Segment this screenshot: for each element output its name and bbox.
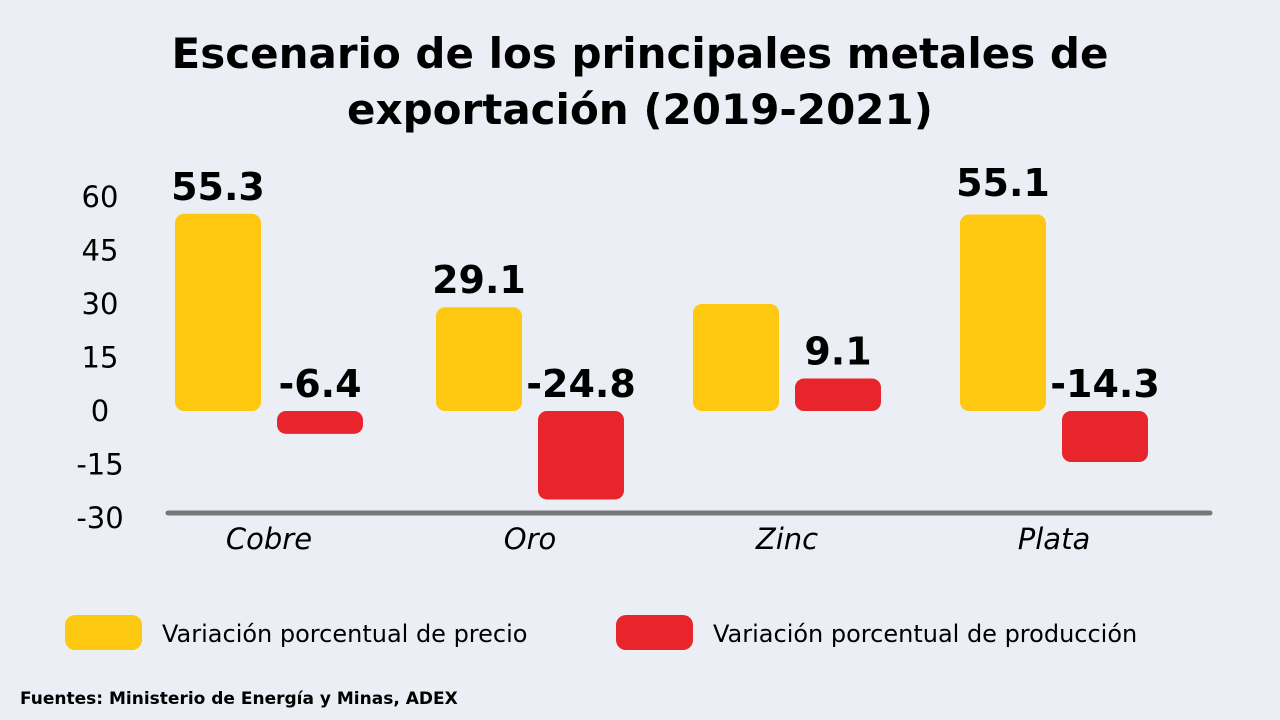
legend-swatch-price [65,615,142,650]
chart-title-line-2: exportación (2019-2021) [347,85,933,134]
price-bar-cobre [175,213,261,411]
y-tick-label: 60 [82,180,119,214]
price-label-plata: 55.1 [956,161,1050,205]
chart-title: Escenario de los principales metales de … [172,29,1109,134]
production-bar-oro [538,411,624,500]
y-tick-label: 0 [91,394,109,428]
legend-label-price: Variación porcentual de precio [162,620,527,648]
y-axis: 60 45 30 15 0 -15 -30 [76,180,123,535]
category-label-plata: Plata [1018,522,1090,556]
category-label-zinc: Zinc [755,522,818,556]
production-bar-zinc [795,378,881,411]
y-tick-label: 15 [82,341,119,375]
production-label-cobre: -6.4 [278,362,361,406]
price-label-oro: 29.1 [432,258,526,302]
y-tick-label: 45 [82,234,119,268]
y-tick-label: -30 [76,501,123,535]
chart-title-line-1: Escenario de los principales metales de [172,29,1109,78]
legend: Variación porcentual de precio Variación … [65,615,1137,650]
source-note: Fuentes: Ministerio de Energía y Minas, … [20,689,458,709]
bars [175,213,1148,500]
legend-label-production: Variación porcentual de producción [713,620,1137,648]
category-label-oro: Oro [504,522,557,556]
data-labels: 55.3 29.1 55.1 -6.4 -24.8 9.1 -14.3 [171,161,1160,406]
x-axis: Cobre Oro Zinc Plata [226,522,1090,556]
production-label-zinc: 9.1 [804,330,871,374]
production-bar-cobre [277,411,363,434]
production-label-plata: -14.3 [1050,362,1160,406]
y-tick-label: 30 [82,287,119,321]
legend-swatch-production [616,615,693,650]
price-bar-plata [960,214,1046,411]
category-label-cobre: Cobre [226,522,312,556]
price-bar-oro [436,307,522,411]
y-tick-label: -15 [76,448,123,482]
production-bar-plata [1062,411,1148,463]
price-label-cobre: 55.3 [171,165,265,209]
production-label-oro: -24.8 [526,362,636,406]
price-bar-zinc [693,304,779,411]
